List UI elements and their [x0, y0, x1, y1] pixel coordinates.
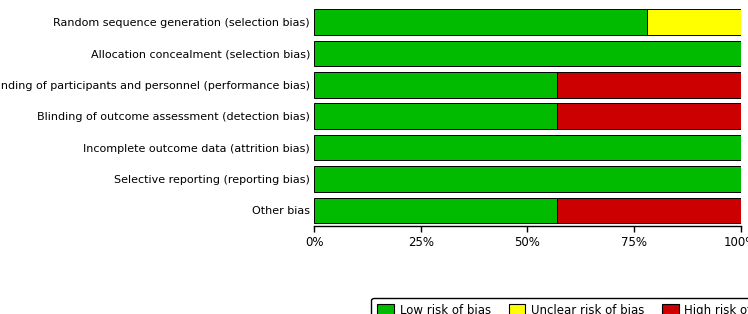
Bar — [314, 41, 741, 66]
Bar — [557, 72, 741, 98]
Bar — [314, 135, 741, 160]
Bar — [314, 166, 741, 192]
Bar — [557, 198, 741, 223]
Bar — [314, 103, 557, 129]
Bar — [647, 9, 741, 35]
Legend: Low risk of bias, Unclear risk of bias, High risk of bias: Low risk of bias, Unclear risk of bias, … — [371, 298, 748, 314]
Bar — [314, 198, 557, 223]
Bar — [314, 9, 647, 35]
Bar — [314, 72, 557, 98]
Bar — [557, 103, 741, 129]
